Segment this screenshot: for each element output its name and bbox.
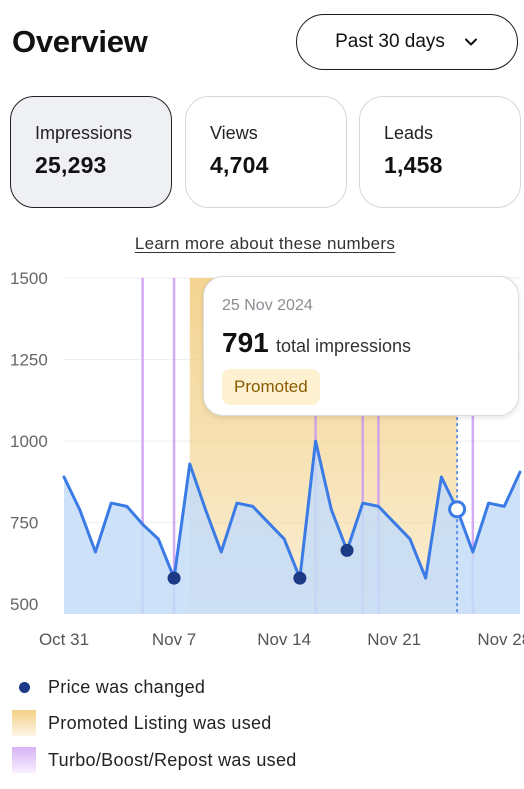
metric-cards: Impressions 25,293 Views 4,704 Leads 1,4… bbox=[10, 96, 521, 210]
date-range-label: Past 30 days bbox=[335, 31, 445, 52]
metric-value: 4,704 bbox=[210, 152, 269, 178]
metric-label: Views bbox=[210, 123, 258, 143]
impressions-line bbox=[62, 439, 522, 580]
chart-tooltip: 25 Nov 2024 791 total impressions Promot… bbox=[203, 276, 519, 416]
header: Overview Past 30 days bbox=[12, 14, 518, 70]
promoted-swatch-icon bbox=[12, 710, 36, 736]
x-tick-label: Nov 14 bbox=[257, 630, 311, 649]
y-tick-label: 1250 bbox=[10, 351, 48, 370]
x-tick-label: Nov 28 bbox=[477, 630, 524, 649]
metric-value: 25,293 bbox=[35, 152, 107, 178]
metric-value: 1,458 bbox=[384, 152, 443, 178]
highlighted-point bbox=[448, 500, 467, 519]
impressions-area bbox=[64, 441, 520, 614]
legend-price-changed: Price was changed bbox=[12, 672, 412, 702]
legend-promoted: Promoted Listing was used bbox=[12, 708, 412, 738]
price-change-marker bbox=[293, 571, 307, 585]
legend-label: Turbo/Boost/Repost was used bbox=[48, 749, 297, 770]
legend-label: Promoted Listing was used bbox=[48, 712, 272, 733]
leads-card[interactable]: Leads 1,458 bbox=[359, 96, 521, 208]
legend-turbo: Turbo/Boost/Repost was used bbox=[12, 745, 412, 775]
tooltip-value: 791 bbox=[222, 327, 269, 358]
y-tick-label: 750 bbox=[10, 514, 38, 533]
tooltip-unit: total impressions bbox=[276, 336, 412, 356]
y-tick-label: 1500 bbox=[10, 269, 48, 288]
price-change-marker bbox=[167, 571, 181, 585]
x-tick-label: Nov 21 bbox=[367, 630, 421, 649]
date-range-dropdown[interactable]: Past 30 days bbox=[296, 14, 518, 70]
y-tick-label: 1000 bbox=[10, 432, 48, 451]
y-tick-label: 500 bbox=[10, 595, 38, 614]
learn-more-link[interactable]: Learn more about these numbers bbox=[134, 234, 396, 253]
chevron-down-icon bbox=[464, 38, 477, 46]
tooltip-date: 25 Nov 2024 bbox=[222, 297, 313, 314]
x-tick-label: Oct 31 bbox=[39, 630, 89, 649]
metric-label: Leads bbox=[384, 123, 434, 143]
price-change-marker bbox=[340, 543, 354, 557]
turbo-swatch-icon bbox=[12, 747, 36, 773]
page-title: Overview bbox=[12, 24, 148, 59]
metric-label: Impressions bbox=[35, 123, 133, 143]
promoted-badge: Promoted bbox=[222, 369, 320, 405]
x-tick-label: Nov 7 bbox=[152, 630, 196, 649]
impressions-card[interactable]: Impressions 25,293 bbox=[10, 96, 172, 208]
price-marker-icon bbox=[19, 681, 30, 693]
views-card[interactable]: Views 4,704 bbox=[185, 96, 347, 208]
legend-label: Price was changed bbox=[48, 676, 206, 697]
